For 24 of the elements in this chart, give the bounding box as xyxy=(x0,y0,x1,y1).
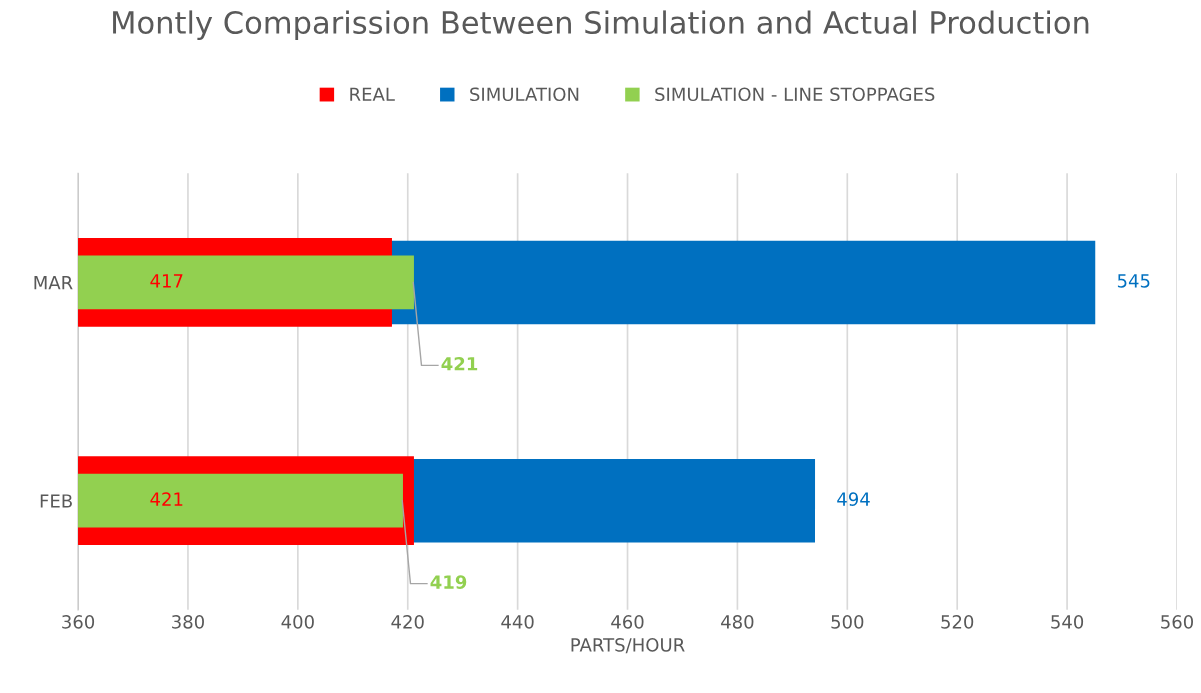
x-tick-label: 460 xyxy=(611,615,644,629)
x-tick-label: 360 xyxy=(62,615,95,629)
x-tick-label: 480 xyxy=(721,615,754,629)
legend-label: REAL xyxy=(350,87,395,101)
x-tick-label: 520 xyxy=(941,615,974,629)
y-tick-label: MAR xyxy=(34,276,73,290)
data-label: 419 xyxy=(430,575,467,589)
x-tick-label: 440 xyxy=(501,615,534,629)
x-tick-label: 380 xyxy=(172,615,204,629)
legend-label: SIMULATION xyxy=(470,87,579,102)
data-label: 494 xyxy=(837,492,870,506)
y-tick-label: FEB xyxy=(40,494,72,508)
x-tick-label: 540 xyxy=(1051,615,1084,629)
data-label: 421 xyxy=(150,492,183,506)
data-label: 417 xyxy=(150,274,183,288)
data-label: 545 xyxy=(1117,274,1150,288)
x-tick-label: 560 xyxy=(1161,615,1194,629)
x-axis-title: PARTS/HOUR xyxy=(571,638,685,654)
data-label: 421 xyxy=(441,356,478,371)
legend-label: SIMULATION - LINE STOPPAGES xyxy=(655,87,935,102)
x-tick-label: 400 xyxy=(281,615,314,629)
chart-title: Montly Comparission Between Simulation and Actual Production xyxy=(113,10,1089,40)
x-tick-label: 420 xyxy=(391,615,424,629)
x-tick-label: 500 xyxy=(831,615,864,629)
